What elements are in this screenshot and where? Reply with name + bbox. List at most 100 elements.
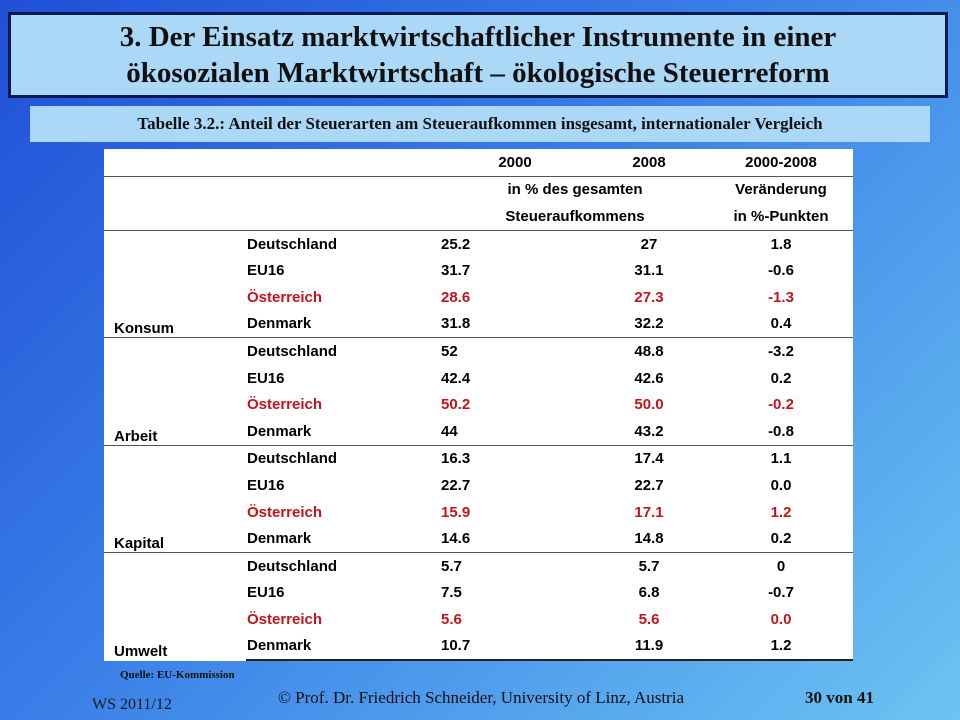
value-2008-cell: 27 — [589, 229, 709, 258]
table-row: EU16 42.4 42.6 0.2 — [104, 365, 853, 392]
value-2000-cell: 14.6 — [441, 530, 471, 548]
value-2000-cell: 50.2 — [441, 396, 471, 414]
header-share-line1: in % des gesamten — [441, 175, 709, 204]
value-2008-cell: 48.8 — [589, 337, 709, 365]
table-row: EU16 22.7 22.7 0.0 — [104, 472, 853, 499]
slide-title-line2: ökosozialen Marktwirtschaft – ökologisch… — [126, 57, 830, 89]
change-cell: -1.3 — [768, 288, 794, 306]
value-2000-cell: 5.6 — [441, 610, 462, 628]
value-2000-cell: 22.7 — [441, 476, 471, 494]
table-row: Österreich 15.9 17.1 1.2 — [104, 499, 853, 526]
value-2008-cell: 32.2 — [634, 315, 664, 333]
value-2000-cell: 28.6 — [441, 288, 471, 306]
value-2008-cell: 43.2 — [634, 422, 664, 440]
country-cell: Denmark — [247, 530, 312, 548]
country-cell: EU16 — [247, 369, 285, 387]
country-cell: Deutschland — [246, 229, 441, 258]
country-cell: Österreich — [247, 396, 323, 414]
value-2000-cell: 31.7 — [441, 262, 471, 280]
value-2000-cell: 7.5 — [441, 584, 462, 602]
group-label: Arbeit — [104, 337, 246, 446]
change-cell: -0.7 — [768, 584, 794, 602]
table-row: Denmark 31.8 32.2 0.4 — [104, 311, 853, 338]
table-header-row-units-2: Steueraufkommens in %-Punkten — [104, 203, 853, 230]
country-cell: Denmark — [246, 632, 441, 662]
value-2008-cell: 31.1 — [634, 262, 664, 280]
value-2000-cell: 10.7 — [441, 632, 589, 662]
change-cell: 0 — [709, 551, 853, 580]
change-cell: 1.2 — [709, 632, 853, 662]
change-cell: 1.8 — [709, 229, 853, 258]
source-note: Quelle: EU-Kommission — [120, 669, 235, 681]
table-row: EU16 7.5 6.8 -0.7 — [104, 580, 853, 607]
country-cell: Österreich — [247, 503, 323, 521]
header-change-line2: in %-Punkten — [733, 207, 829, 225]
change-cell: 1.2 — [770, 503, 792, 521]
header-2008: 2008 — [632, 153, 666, 171]
table-header-row-years: 2000 2008 2000-2008 — [104, 149, 853, 176]
country-cell: Deutschland — [246, 337, 441, 365]
country-cell: Deutschland — [246, 444, 441, 473]
group-label: Umwelt — [104, 551, 246, 661]
header-2000: 2000 — [498, 153, 532, 171]
country-cell: Österreich — [247, 288, 323, 306]
value-2008-cell: 22.7 — [634, 476, 664, 494]
table-row: Österreich 28.6 27.3 -1.3 — [104, 284, 853, 311]
group-label: Konsum — [104, 229, 246, 338]
table-row: Denmark 10.7 11.9 1.2 — [104, 632, 853, 662]
value-2008-cell: 42.6 — [634, 369, 664, 387]
tax-share-table: 2000 2008 2000-2008 in % des gesamten Ve… — [104, 149, 853, 662]
table-row: Österreich 5.6 5.6 0.0 — [104, 606, 853, 633]
table-row: Österreich 50.2 50.0 -0.2 — [104, 391, 853, 418]
table-row: Denmark 14.6 14.8 0.2 — [104, 525, 853, 552]
country-cell: Denmark — [247, 315, 312, 333]
table-row: Konsum Deutschland 25.2 27 1.8 — [104, 229, 853, 338]
change-cell: 0.0 — [770, 610, 792, 628]
table-row: EU16 31.7 31.1 -0.6 — [104, 257, 853, 284]
value-2008-cell: 5.6 — [638, 610, 660, 628]
table-row: Umwelt Deutschland 5.7 5.7 0 — [104, 551, 853, 661]
value-2000-cell: 25.2 — [441, 229, 589, 258]
change-cell: 0.2 — [770, 369, 792, 387]
footer-semester: WS 2011/12 — [92, 696, 172, 713]
table-row: Denmark 44 43.2 -0.8 — [104, 418, 853, 445]
country-cell: Denmark — [247, 422, 312, 440]
value-2008-cell: 50.0 — [634, 396, 664, 414]
country-cell: EU16 — [247, 262, 285, 280]
value-2008-cell: 5.7 — [589, 551, 709, 580]
footer-copyright: © Prof. Dr. Friedrich Schneider, Univers… — [278, 688, 684, 707]
value-2008-cell: 6.8 — [638, 584, 660, 602]
header-share-line2: Steueraufkommens — [505, 207, 645, 225]
value-2008-cell: 14.8 — [634, 530, 664, 548]
change-cell: -0.8 — [768, 422, 794, 440]
country-cell: EU16 — [247, 584, 285, 602]
value-2000-cell: 52 — [441, 337, 589, 365]
country-cell: Deutschland — [246, 551, 441, 580]
table-row: Kapital Deutschland 16.3 17.4 1.1 — [104, 444, 853, 553]
change-cell: -0.6 — [768, 262, 794, 280]
change-cell: 0.2 — [770, 530, 792, 548]
change-cell: -0.2 — [768, 396, 794, 414]
value-2008-cell: 11.9 — [589, 632, 709, 662]
header-change-period: 2000-2008 — [745, 153, 817, 171]
slide-title-line1: 3. Der Einsatz marktwirtschaftlicher Ins… — [119, 21, 837, 53]
footer-page-number: 30 von 41 — [805, 688, 874, 707]
value-2000-cell: 16.3 — [441, 444, 589, 473]
value-2008-cell: 17.1 — [634, 503, 664, 521]
value-2008-cell: 27.3 — [634, 288, 664, 306]
table-row: Arbeit Deutschland 52 48.8 -3.2 — [104, 337, 853, 446]
group-label: Kapital — [104, 444, 246, 553]
change-cell: 0.4 — [770, 315, 792, 333]
table-caption: Tabelle 3.2.: Anteil der Steuerarten am … — [30, 106, 930, 142]
value-2000-cell: 31.8 — [441, 315, 471, 333]
change-cell: 1.1 — [709, 444, 853, 473]
change-cell: 0.0 — [770, 476, 792, 494]
country-cell: EU16 — [247, 476, 285, 494]
value-2008-cell: 17.4 — [589, 444, 709, 473]
change-cell: -3.2 — [709, 337, 853, 365]
country-cell: Österreich — [247, 610, 323, 628]
value-2000-cell: 15.9 — [441, 503, 471, 521]
table-header-row-units-1: in % des gesamten Veränderung — [104, 175, 853, 204]
value-2000-cell: 5.7 — [441, 551, 589, 580]
value-2000-cell: 42.4 — [441, 369, 471, 387]
